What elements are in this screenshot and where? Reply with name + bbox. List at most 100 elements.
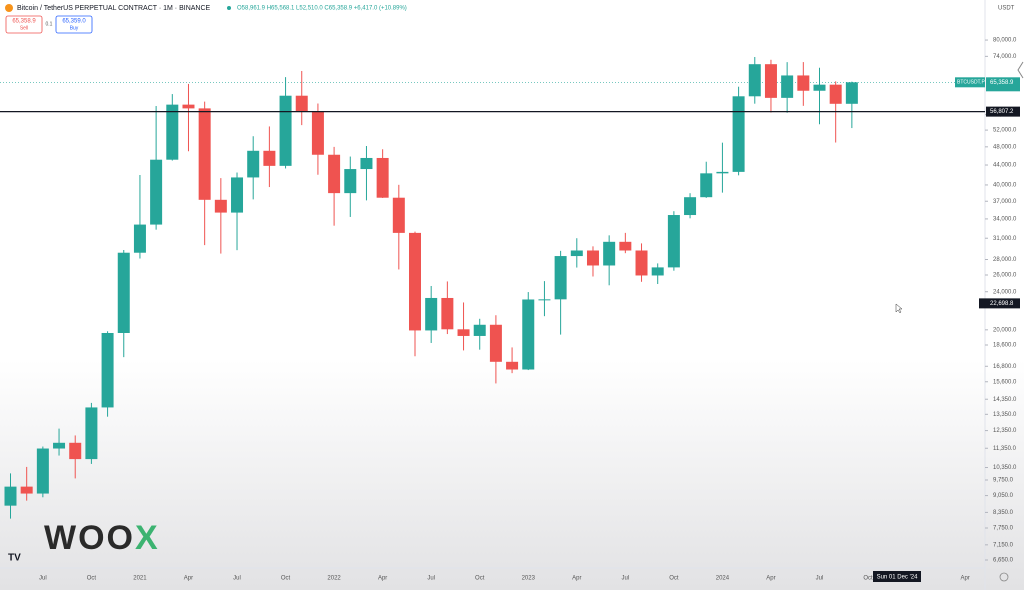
- crosshair-date-label: Sun 01 Dec '24: [877, 575, 919, 581]
- settings-icon[interactable]: [999, 572, 1009, 582]
- candle-body: [425, 297, 438, 331]
- y-tick-label: 40,000.0: [993, 183, 1017, 189]
- mouse-cursor: [895, 303, 903, 314]
- y-tick-label: 44,000.0: [993, 163, 1017, 169]
- candle-body: [117, 252, 130, 333]
- candle-body: [182, 104, 195, 109]
- y-tick-label: 24,000.0: [993, 289, 1017, 295]
- candle-body: [667, 215, 680, 268]
- y-tick-label: 18,600.0: [993, 343, 1017, 349]
- candle-body: [732, 96, 745, 172]
- y-tick-label: 34,000.0: [993, 216, 1017, 222]
- sell-button[interactable]: [5, 15, 43, 34]
- candle-body: [489, 324, 502, 362]
- x-tick-label: 2021: [133, 576, 147, 582]
- candle-body: [133, 224, 146, 253]
- y-axis-label: USDT: [998, 6, 1015, 12]
- crosshair-date-tag: [873, 571, 921, 582]
- candle-body: [829, 84, 842, 104]
- hline-label: 56,807.2: [990, 109, 1014, 115]
- candle-body: [570, 250, 583, 257]
- x-tick-label: Oct: [669, 576, 679, 582]
- y-tick-label: 11,350.0: [993, 446, 1017, 452]
- candle-body: [85, 407, 98, 460]
- y-tick-label: 28,000.0: [993, 257, 1017, 263]
- y-tick-label: 80,000.0: [993, 38, 1017, 44]
- last-price-tag: [986, 77, 1020, 92]
- candle-body: [619, 241, 632, 251]
- candle-body: [473, 324, 486, 336]
- crosshair-price-label: 22,698.8: [990, 301, 1014, 307]
- spread: 0.1: [46, 21, 53, 27]
- candle-body: [586, 250, 599, 266]
- y-tick-label: 9,750.0: [993, 478, 1014, 484]
- y-tick-label: 74,000.0: [993, 54, 1017, 60]
- y-tick-label: 31,000.0: [993, 236, 1017, 242]
- x-tick-label: Jul: [39, 576, 47, 582]
- candle-body: [311, 111, 324, 155]
- x-tick-label: Oct: [87, 576, 97, 582]
- candle-body: [214, 199, 227, 213]
- candle-body: [53, 442, 66, 449]
- watermark-logo: WOOX: [44, 519, 160, 557]
- candle-body: [247, 150, 260, 178]
- y-tick-label: 10,350.0: [993, 465, 1017, 471]
- x-tick-label: Apr: [378, 576, 387, 582]
- status-dot: [227, 6, 231, 10]
- buy-label: Buy: [70, 25, 79, 31]
- scroll-icon[interactable]: [1017, 61, 1024, 79]
- candle-body: [20, 486, 33, 494]
- sell-label: Sell: [20, 25, 28, 31]
- chart-title: Bitcoin / TetherUS PERPETUAL CONTRACT · …: [17, 5, 211, 12]
- x-tick-label: 2024: [716, 576, 730, 582]
- buy-button[interactable]: [55, 15, 93, 34]
- x-tick-label: Apr: [766, 576, 775, 582]
- candle-body: [295, 95, 308, 112]
- candle-body: [69, 442, 82, 460]
- candle-body: [150, 159, 163, 225]
- candle-body: [328, 154, 341, 194]
- candle-body: [166, 104, 179, 160]
- y-tick-label: 20,000.0: [993, 327, 1017, 333]
- candle-body: [344, 169, 357, 194]
- x-tick-label: 2023: [522, 576, 536, 582]
- y-tick-label: 7,150.0: [993, 542, 1014, 548]
- candle-body: [376, 157, 389, 198]
- candle-body: [4, 486, 17, 506]
- buy-price: 65,359.0: [62, 19, 86, 25]
- x-tick-label: Apr: [184, 576, 193, 582]
- x-tick-label: 2022: [327, 576, 341, 582]
- y-tick-label: 7,750.0: [993, 526, 1014, 532]
- candle-body: [231, 177, 244, 213]
- candle-body: [441, 297, 454, 330]
- y-tick-label: 37,000.0: [993, 199, 1017, 205]
- candle-body: [716, 171, 729, 174]
- candle-body: [198, 108, 211, 200]
- candle-body: [764, 64, 777, 98]
- hline-tag: [986, 106, 1020, 117]
- candle-body: [635, 250, 648, 276]
- x-tick-label: Oct: [281, 576, 291, 582]
- x-tick-label: Apr: [572, 576, 581, 582]
- y-tick-label: 12,350.0: [993, 428, 1017, 434]
- candle-body: [748, 64, 761, 97]
- candle-body: [506, 361, 519, 370]
- crosshair-price-tag: [979, 298, 1020, 309]
- x-tick-label: Jul: [816, 576, 824, 582]
- candle-body: [651, 267, 664, 276]
- symbol-label: BTCUSDT.P: [957, 80, 985, 86]
- candle-body: [781, 75, 794, 98]
- coin-icon: [5, 4, 13, 12]
- candle-body: [522, 299, 535, 370]
- candle-body: [263, 150, 276, 166]
- candle-body: [101, 332, 114, 408]
- y-tick-label: 48,000.0: [993, 144, 1017, 150]
- candle-body: [392, 197, 405, 233]
- last-price-label: 65,358.9: [990, 80, 1014, 86]
- candle-body: [797, 75, 810, 91]
- candle-body: [279, 95, 292, 166]
- candle-body: [457, 329, 470, 336]
- y-tick-label: 8,350.0: [993, 510, 1014, 516]
- x-tick-label: Apr: [960, 576, 969, 582]
